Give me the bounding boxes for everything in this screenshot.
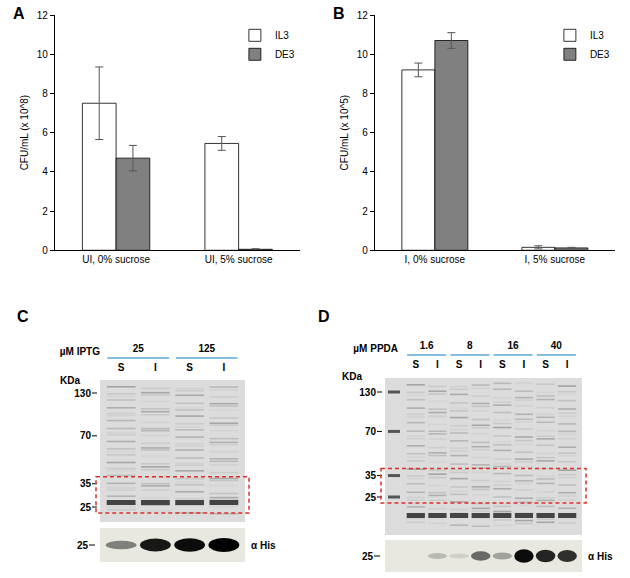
svg-text:40: 40 — [551, 340, 563, 351]
svg-text:I, 5% sucrose: I, 5% sucrose — [525, 254, 586, 265]
svg-text:S: S — [456, 359, 463, 370]
svg-text:130: 130 — [359, 387, 376, 398]
svg-text:µM PPDA: µM PPDA — [353, 343, 398, 354]
svg-text:UI, 0% sucrose: UI, 0% sucrose — [82, 254, 150, 265]
svg-text:UI, 5% sucrose: UI, 5% sucrose — [205, 254, 273, 265]
svg-text:I: I — [566, 359, 569, 370]
svg-text:I: I — [436, 359, 439, 370]
svg-text:S: S — [499, 359, 506, 370]
svg-text:I: I — [154, 362, 157, 373]
svg-text:0: 0 — [42, 245, 48, 256]
svg-text:8: 8 — [467, 340, 473, 351]
svg-text:12: 12 — [357, 10, 369, 21]
svg-text:10: 10 — [37, 49, 49, 60]
svg-text:12: 12 — [37, 10, 49, 21]
svg-text:S: S — [412, 359, 419, 370]
svg-text:KDa: KDa — [342, 371, 362, 382]
svg-text:KDa: KDa — [60, 375, 80, 386]
svg-text:CFU/mL (x 10^8): CFU/mL (x 10^8) — [19, 95, 30, 170]
svg-text:10: 10 — [357, 49, 369, 60]
svg-text:α His: α His — [251, 540, 276, 551]
svg-text:CFU/mL (x 10^5): CFU/mL (x 10^5) — [339, 95, 350, 170]
svg-text:25: 25 — [133, 343, 145, 354]
svg-text:I: I — [222, 362, 225, 373]
svg-text:IL3: IL3 — [590, 30, 604, 41]
svg-text:2: 2 — [42, 206, 48, 217]
svg-text:DE3: DE3 — [275, 49, 295, 60]
svg-text:0: 0 — [362, 245, 368, 256]
svg-text:I: I — [523, 359, 526, 370]
svg-text:25: 25 — [80, 502, 92, 513]
svg-text:I: I — [479, 359, 482, 370]
svg-text:I, 0% sucrose: I, 0% sucrose — [405, 254, 466, 265]
svg-text:2: 2 — [362, 206, 368, 217]
svg-text:S: S — [186, 362, 193, 373]
svg-text:S: S — [542, 359, 549, 370]
svg-text:16: 16 — [508, 340, 520, 351]
svg-text:70: 70 — [80, 430, 92, 441]
svg-text:α His: α His — [588, 551, 613, 562]
svg-text:4: 4 — [362, 166, 368, 177]
svg-text:70: 70 — [365, 426, 377, 437]
svg-text:125: 125 — [198, 343, 215, 354]
svg-text:A: A — [13, 5, 25, 22]
svg-text:4: 4 — [42, 166, 48, 177]
svg-text:130: 130 — [74, 388, 91, 399]
svg-text:25: 25 — [77, 540, 89, 551]
svg-text:1.6: 1.6 — [420, 340, 434, 351]
svg-text:8: 8 — [362, 88, 368, 99]
svg-text:µM IPTG: µM IPTG — [60, 346, 100, 357]
svg-text:S: S — [118, 362, 125, 373]
svg-text:IL3: IL3 — [275, 30, 289, 41]
svg-text:C: C — [17, 308, 29, 325]
svg-text:6: 6 — [362, 127, 368, 138]
svg-text:35: 35 — [80, 478, 92, 489]
svg-text:35: 35 — [365, 470, 377, 481]
svg-text:D: D — [318, 308, 330, 325]
svg-text:B: B — [333, 5, 345, 22]
svg-text:25: 25 — [365, 492, 377, 503]
svg-text:DE3: DE3 — [590, 49, 610, 60]
svg-text:25: 25 — [362, 551, 374, 562]
svg-text:6: 6 — [42, 127, 48, 138]
svg-text:8: 8 — [42, 88, 48, 99]
